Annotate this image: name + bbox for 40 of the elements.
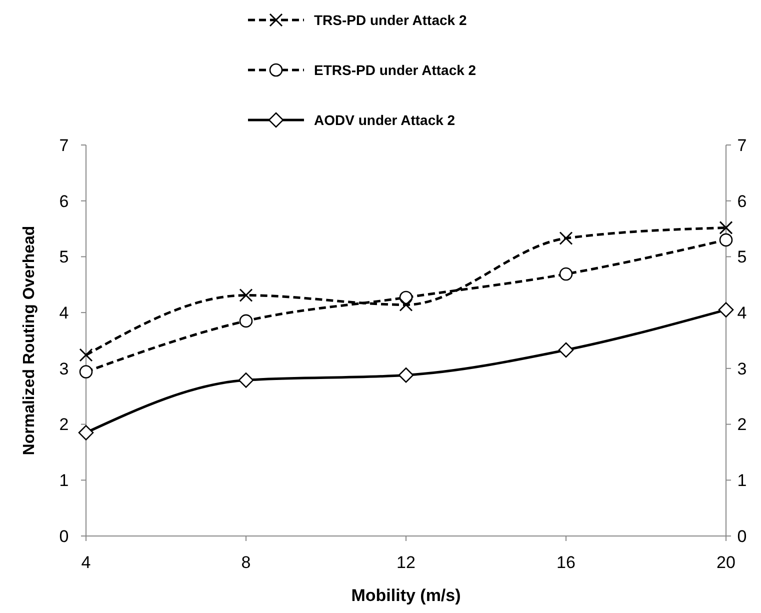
point [718,302,734,318]
y2-tick-label: 7 [737,136,747,155]
y-tick-label: 3 [59,359,69,378]
point [719,233,733,247]
y-tick-label: 1 [59,471,69,490]
point [399,298,413,312]
y-axis-title: Normalized Routing Overhead [21,226,38,456]
y-tick-label: 2 [59,415,69,434]
y-tick-label: 4 [59,304,69,323]
y2-tick-label: 5 [737,248,747,267]
point [79,348,93,362]
y2-tick-label: 3 [737,359,747,378]
y-tick-label: 6 [59,192,69,211]
x-tick-label: 16 [556,553,576,572]
x-tick-label: 4 [81,553,91,572]
point [238,372,254,388]
point [558,342,574,358]
y-tick-label: 0 [59,526,69,546]
y2-tick-label: 1 [737,471,747,490]
point [559,232,573,246]
y2-tick-label: 4 [737,304,747,323]
x-tick-label: 20 [716,553,736,572]
x-tick-label: 8 [241,553,251,572]
y2-tick-label: 0 [737,526,747,546]
y-tick-label: 5 [59,248,69,267]
y2-tick-label: 2 [737,415,747,434]
x-tick-label: 12 [396,553,416,572]
point [719,220,733,234]
legend-label: ETRS-PD under Attack 2 [314,62,476,78]
y2-tick-label: 6 [737,192,747,211]
x-axis-title: Mobility (m/s) [351,586,461,605]
point [78,425,94,440]
point [79,365,93,378]
point [239,314,253,328]
legend-label: AODV under Attack 2 [314,112,456,128]
point [559,267,573,281]
y-tick-label: 7 [59,136,69,155]
legend-label: TRS-PD under Attack 2 [314,12,467,28]
point [398,367,414,383]
point [239,288,253,302]
